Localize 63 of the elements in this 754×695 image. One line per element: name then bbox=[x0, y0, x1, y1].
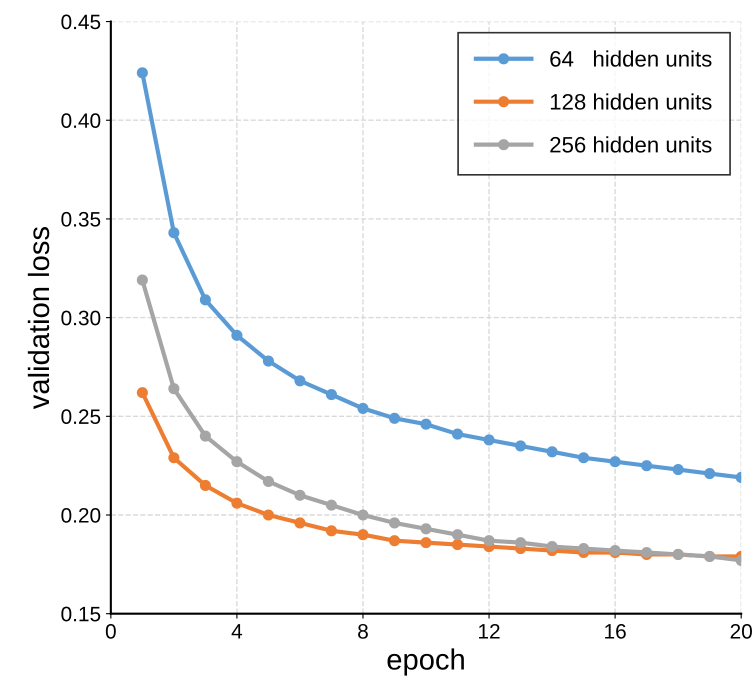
point bbox=[231, 456, 242, 468]
point bbox=[168, 383, 180, 394]
point bbox=[420, 523, 432, 534]
point bbox=[326, 525, 338, 536]
point bbox=[231, 498, 242, 509]
point bbox=[578, 452, 590, 464]
point bbox=[200, 480, 211, 491]
x-tick-label: 16 bbox=[605, 624, 626, 639]
point bbox=[200, 430, 211, 442]
y-tick-label: 0.35 bbox=[61, 212, 100, 227]
y-tick-label: 0.45 bbox=[61, 14, 100, 30]
y-axis-title: validation loss bbox=[28, 227, 50, 410]
point bbox=[136, 67, 148, 78]
y-tick-label: 0.40 bbox=[61, 113, 100, 128]
x-axis-title: epoch bbox=[388, 648, 464, 676]
point bbox=[483, 535, 495, 546]
point bbox=[262, 355, 274, 367]
y-tick-label: 0.20 bbox=[61, 508, 100, 523]
point bbox=[515, 440, 526, 452]
point bbox=[610, 456, 621, 468]
point bbox=[420, 537, 432, 548]
point bbox=[546, 541, 558, 552]
point bbox=[420, 418, 432, 430]
legend-label: 256 hidden units bbox=[550, 136, 712, 153]
point bbox=[294, 490, 306, 501]
point bbox=[294, 517, 306, 528]
y-tick-label: 0.30 bbox=[61, 310, 100, 326]
point bbox=[136, 387, 148, 398]
point bbox=[357, 402, 369, 414]
point bbox=[388, 412, 400, 424]
legend-label: 128 hidden units bbox=[550, 93, 712, 110]
point bbox=[578, 542, 590, 554]
point bbox=[452, 428, 464, 440]
point bbox=[200, 294, 211, 306]
point bbox=[231, 330, 242, 341]
point bbox=[672, 464, 684, 476]
point bbox=[294, 375, 306, 386]
x-tick-label: 8 bbox=[358, 624, 368, 639]
point bbox=[483, 434, 495, 446]
point bbox=[262, 476, 274, 487]
point bbox=[388, 517, 400, 528]
legend-label: 64 hidden units bbox=[550, 50, 712, 67]
point bbox=[168, 227, 180, 238]
point bbox=[357, 529, 369, 540]
point bbox=[452, 539, 464, 550]
point bbox=[641, 460, 652, 472]
x-tick-label: 12 bbox=[479, 624, 500, 639]
point bbox=[515, 537, 526, 548]
y-tick-label: 0.15 bbox=[61, 606, 100, 622]
y-tick-label: 0.25 bbox=[61, 409, 100, 424]
point bbox=[452, 529, 464, 540]
point bbox=[262, 509, 274, 521]
point bbox=[326, 389, 338, 400]
point bbox=[326, 500, 338, 511]
point bbox=[546, 446, 558, 458]
x-tick-label: 20 bbox=[730, 624, 752, 639]
point bbox=[168, 452, 180, 464]
point bbox=[704, 468, 716, 480]
x-tick-label: 4 bbox=[232, 624, 242, 639]
point bbox=[136, 274, 148, 286]
point bbox=[357, 509, 369, 521]
point bbox=[388, 535, 400, 546]
x-tick-label: 0 bbox=[106, 624, 116, 639]
